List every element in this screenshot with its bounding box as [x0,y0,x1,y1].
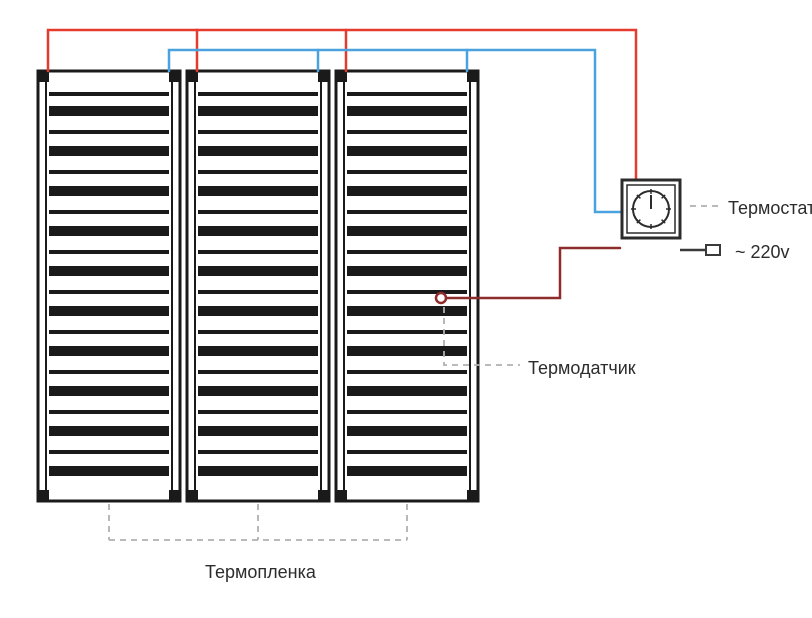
thermostat-label: Термостат [728,198,812,219]
mains-label: ~ 220v [735,242,790,263]
sensor-label: Термодатчик [528,358,636,379]
wiring-diagram-svg [0,0,812,613]
film-label: Термопленка [205,562,316,583]
diagram-stage: Термостат Термодатчик Термопленка ~ 220v [0,0,812,613]
